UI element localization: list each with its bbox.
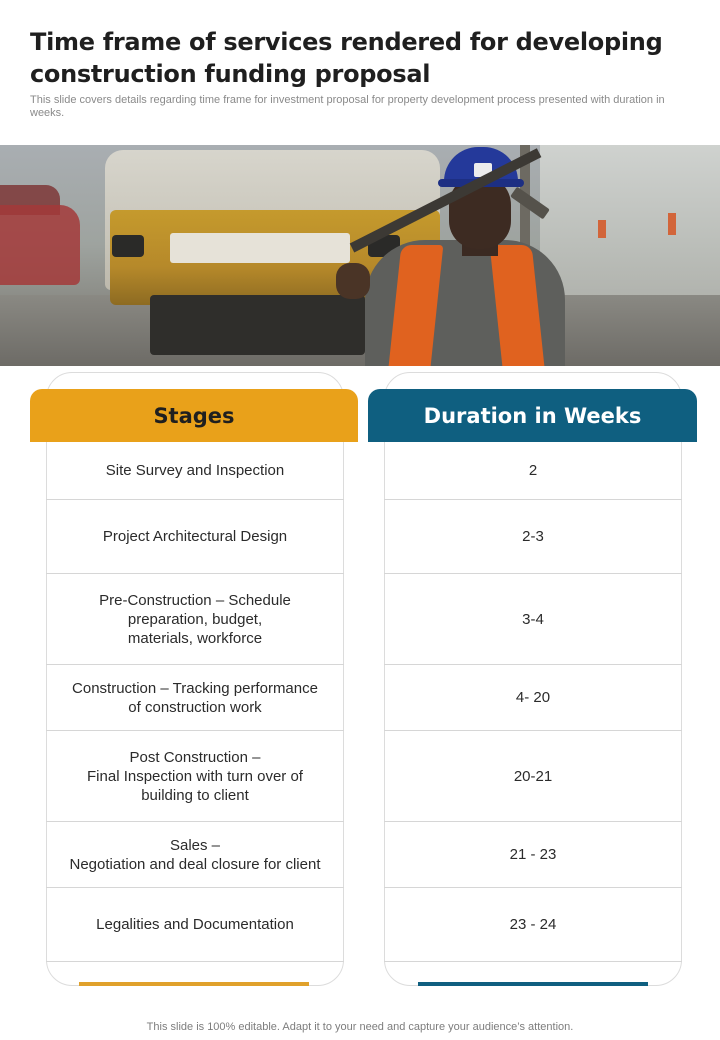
stage-cell: Project Architectural Design — [46, 500, 344, 574]
stages-header: Stages — [30, 389, 358, 442]
stage-cell: Legalities and Documentation — [46, 888, 344, 962]
stage-cell: Sales – Negotiation and deal closure for… — [46, 822, 344, 888]
duration-card — [384, 372, 682, 986]
duration-accent-bar — [418, 982, 648, 986]
stages-card — [46, 372, 344, 986]
stage-cell: Pre-Construction – Schedule preparation,… — [46, 574, 344, 665]
duration-cell: 4- 20 — [384, 665, 682, 731]
page-subtitle: This slide covers details regarding time… — [30, 94, 665, 119]
stage-cell: Post Construction – Final Inspection wit… — [46, 731, 344, 822]
duration-column: 2 2-3 3-4 4- 20 20-21 21 - 23 23 - 24 — [384, 442, 682, 962]
duration-cell: 2-3 — [384, 500, 682, 574]
duration-cell: 20-21 — [384, 731, 682, 822]
duration-cell: 3-4 — [384, 574, 682, 665]
duration-header: Duration in Weeks — [368, 389, 697, 442]
stages-column: Site Survey and Inspection Project Archit… — [46, 442, 344, 962]
footer-note: This slide is 100% editable. Adapt it to… — [146, 1021, 574, 1033]
duration-cell: 2 — [384, 442, 682, 500]
stages-accent-bar — [79, 982, 309, 986]
duration-cell: 23 - 24 — [384, 888, 682, 962]
construction-worker-photo — [0, 145, 720, 366]
page-title: Time frame of services rendered for deve… — [30, 28, 663, 88]
stage-cell: Site Survey and Inspection — [46, 442, 344, 500]
duration-cell: 21 - 23 — [384, 822, 682, 888]
stage-cell: Construction – Tracking performance of c… — [46, 665, 344, 731]
